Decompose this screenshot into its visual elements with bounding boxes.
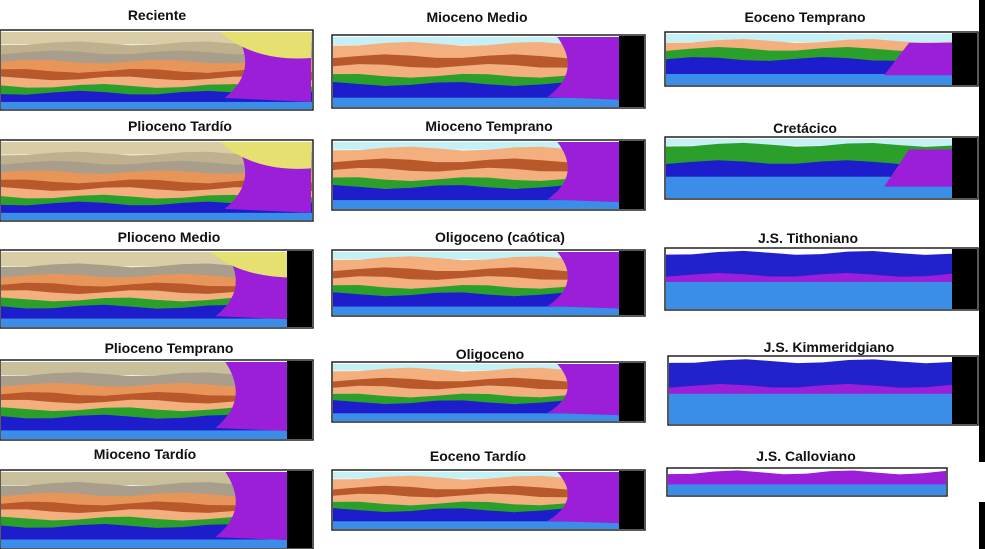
layer	[666, 74, 977, 85]
layer	[1, 151, 312, 165]
panel-title: J.S. Calloviano	[756, 448, 856, 464]
panel-title: Cretácico	[773, 120, 837, 136]
layer	[1, 170, 312, 184]
layer	[666, 34, 977, 42]
layer	[1, 50, 312, 64]
layer	[669, 358, 977, 363]
layer	[1, 212, 312, 220]
layer	[333, 485, 644, 498]
section-panel	[331, 139, 646, 211]
layer	[668, 484, 946, 495]
layer	[333, 200, 644, 209]
overburden	[219, 142, 311, 169]
layer	[333, 54, 644, 68]
scale-strip	[287, 251, 312, 327]
section-panel	[0, 469, 314, 549]
layer	[1, 41, 312, 55]
section-panel	[331, 469, 646, 531]
section-panel	[331, 34, 646, 109]
scale-strip	[287, 471, 312, 548]
layer	[666, 281, 977, 309]
scale-strip	[952, 249, 977, 309]
panel-title: J.S. Tithoniano	[758, 230, 858, 246]
section-panel	[664, 247, 979, 311]
layer	[666, 139, 977, 146]
layer	[668, 470, 946, 474]
layer	[333, 364, 644, 371]
layer	[333, 37, 644, 45]
layer	[668, 470, 946, 487]
layer	[1, 391, 312, 404]
edge-bar	[979, 502, 985, 549]
layer	[333, 252, 644, 260]
panel-title: Eoceno Temprano	[744, 9, 865, 25]
layer	[666, 272, 977, 284]
panel-title: Mioceno Tardío	[94, 446, 196, 462]
section-panel	[667, 355, 979, 426]
overburden	[210, 252, 311, 278]
scale-strip	[952, 33, 977, 85]
layer	[669, 393, 977, 424]
layer	[669, 383, 977, 396]
layer	[333, 142, 644, 150]
layer	[666, 142, 977, 165]
scale-strip	[619, 36, 644, 107]
scale-strip	[952, 357, 977, 424]
section-panel	[664, 31, 979, 87]
overburden	[219, 32, 311, 59]
section-panel	[0, 29, 314, 111]
layer	[333, 413, 644, 421]
panel-title: Plioceno Medio	[118, 229, 221, 245]
layer	[669, 359, 977, 388]
section-panel	[0, 359, 314, 441]
panel-title: Eoceno Tardío	[430, 448, 526, 464]
scale-strip	[619, 471, 644, 529]
layer	[1, 492, 312, 506]
layer	[333, 158, 644, 172]
edge-bar	[979, 0, 985, 462]
layer	[1, 101, 312, 109]
layer	[1, 539, 312, 548]
layer	[1, 430, 312, 439]
panel-title: Plioceno Tardío	[128, 118, 232, 134]
scale-strip	[619, 363, 644, 421]
layer	[333, 521, 644, 529]
layer	[333, 97, 644, 107]
scale-strip	[952, 138, 977, 198]
panel-title: Mioceno Medio	[426, 9, 527, 25]
scale-strip	[287, 361, 312, 439]
layer	[666, 250, 977, 277]
layer	[333, 267, 644, 281]
layer	[333, 472, 644, 479]
panel-title: Plioceno Temprano	[105, 340, 234, 356]
section-panel	[664, 136, 979, 200]
layer	[333, 377, 644, 390]
layer	[333, 306, 644, 315]
section-panel	[331, 249, 646, 317]
layer	[666, 39, 977, 51]
layer	[1, 273, 312, 287]
layer	[1, 318, 312, 327]
panel-title: Mioceno Temprano	[425, 118, 552, 134]
scale-strip	[619, 251, 644, 315]
panel-title: J.S. Kimmeridgiano	[764, 339, 895, 355]
section-panel	[0, 249, 314, 329]
layer	[1, 382, 312, 396]
panel-title: Oligoceno (caótica)	[435, 229, 565, 245]
panel-title: Reciente	[128, 7, 187, 23]
layer	[1, 501, 312, 513]
section-panel	[0, 139, 314, 222]
layer	[1, 160, 312, 175]
section-panel	[331, 361, 646, 423]
layer	[1, 282, 312, 294]
panel-title: Oligoceno	[456, 346, 524, 362]
layer	[666, 250, 977, 254]
scale-strip	[619, 141, 644, 209]
section-panel	[666, 467, 948, 497]
layer	[1, 59, 312, 73]
